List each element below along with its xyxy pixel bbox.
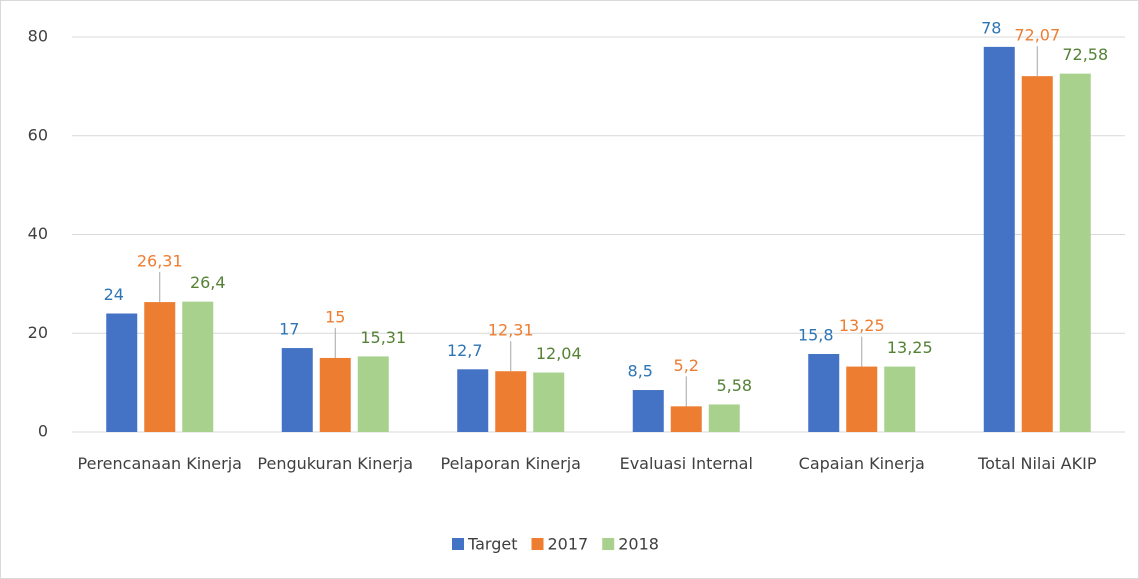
x-tick-label: Pelaporan Kinerja — [440, 454, 581, 473]
data-label: 15,8 — [798, 325, 834, 344]
bar — [319, 357, 351, 432]
legend-swatch — [452, 538, 464, 550]
data-label: 8,5 — [628, 362, 653, 381]
x-tick-label: Evaluasi Internal — [619, 454, 753, 473]
x-tick-label: Capaian Kinerja — [798, 454, 925, 473]
data-label: 24 — [104, 285, 124, 304]
bar — [106, 313, 138, 432]
data-label: 13,25 — [839, 316, 885, 335]
data-label: 12,7 — [447, 341, 483, 360]
bar — [846, 366, 878, 432]
x-tick-label: Perencanaan Kinerja — [77, 454, 242, 473]
legend-swatch — [602, 538, 615, 550]
bar — [144, 302, 176, 432]
y-tick-label: 0 — [38, 422, 48, 441]
bar — [1021, 76, 1053, 433]
bar — [808, 353, 840, 432]
data-label: 15,31 — [360, 328, 406, 347]
data-label: 78 — [981, 18, 1001, 37]
data-label: 5,58 — [716, 376, 752, 395]
bar — [884, 366, 916, 432]
legend-label: Target — [467, 535, 518, 554]
bar — [983, 46, 1015, 432]
y-tick-label: 40 — [28, 224, 48, 243]
bar — [495, 371, 527, 432]
bar — [182, 301, 214, 432]
bar — [357, 356, 389, 432]
data-label: 12,31 — [488, 321, 534, 340]
bar — [281, 348, 313, 432]
bar — [708, 404, 740, 432]
legend-swatch — [531, 538, 544, 550]
data-label: 26,4 — [190, 273, 226, 292]
y-tick-label: 60 — [28, 125, 48, 144]
data-label: 12,04 — [536, 344, 582, 363]
x-tick-label: Pengukuran Kinerja — [257, 454, 414, 473]
data-label: 26,31 — [137, 252, 183, 271]
x-tick-label: Total Nilai AKIP — [978, 454, 1097, 473]
legend-label: 2017 — [548, 535, 589, 554]
bar — [457, 369, 489, 432]
data-label: 72,07 — [1014, 26, 1060, 45]
bar — [670, 406, 702, 432]
bar — [1059, 73, 1091, 432]
y-tick-label: 20 — [28, 323, 48, 342]
data-label: 15 — [325, 307, 345, 326]
bar — [533, 372, 565, 432]
data-label: 13,25 — [887, 338, 933, 357]
data-label: 17 — [279, 320, 299, 339]
bar — [632, 390, 664, 432]
y-tick-label: 80 — [28, 27, 48, 46]
legend-label: 2018 — [618, 535, 659, 554]
data-label: 72,58 — [1062, 45, 1108, 64]
data-label: 5,2 — [674, 356, 699, 375]
